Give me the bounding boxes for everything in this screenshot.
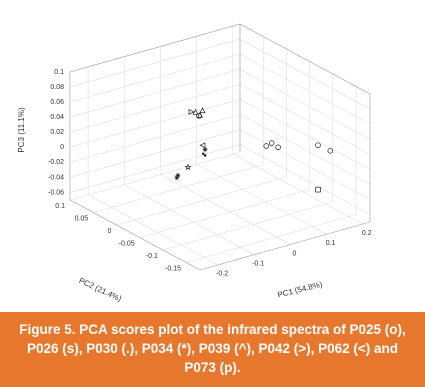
grid-line — [116, 176, 287, 226]
z-axis-label: PC3 (11.1%) — [17, 107, 26, 153]
chart: PC3 (11.1%) PC2 (21.4%) PC1 (54.8%) -0.0… — [17, 23, 372, 304]
data-point — [203, 154, 207, 157]
z-tick-label: -0.04 — [48, 174, 64, 181]
y-tick-label: -0.05 — [119, 240, 135, 247]
grid-line — [239, 38, 371, 110]
grid-line — [69, 129, 241, 178]
data-point — [184, 163, 192, 171]
grid-line — [69, 99, 241, 148]
axis-edge — [69, 23, 241, 73]
grid-line — [87, 194, 219, 266]
grid-line — [93, 164, 264, 213]
x-tick-label: -0.2 — [216, 271, 228, 278]
grid-line — [196, 163, 327, 235]
grid-line — [162, 201, 333, 251]
grid-line — [239, 114, 371, 185]
z-tick-label: 0.06 — [50, 99, 64, 106]
grid-line — [69, 151, 241, 201]
z-tick-label: -0.02 — [48, 159, 64, 166]
data-point — [188, 108, 195, 115]
grid-line — [239, 144, 371, 215]
x-axis-label: PC1 (54.8%) — [277, 280, 324, 300]
grid-line — [239, 68, 371, 140]
data-point — [315, 142, 321, 148]
data-point — [263, 143, 269, 149]
data-point — [201, 152, 205, 156]
z-tick-label: -0.06 — [48, 189, 64, 196]
y-tick-label: 0.1 — [55, 203, 65, 210]
y-tick-label: 0 — [108, 228, 112, 235]
axis-edge — [199, 221, 371, 271]
z-tick-label: 0.02 — [50, 129, 64, 136]
grid-line — [69, 83, 241, 133]
x-tick-label: 0.1 — [326, 240, 336, 247]
y-axis-label: PC2 (21.4%) — [78, 276, 124, 304]
figure-caption: Figure 5. PCA scores plot of the infrare… — [0, 312, 425, 387]
data-point — [174, 175, 180, 181]
grid-line — [239, 99, 371, 170]
data-point — [275, 144, 281, 150]
y-tick-label: 0.05 — [75, 215, 89, 222]
data-point — [268, 140, 275, 146]
grid-line — [69, 144, 241, 193]
data-point — [199, 107, 206, 114]
z-tick-label: 0.08 — [50, 84, 64, 91]
y-tick-label: -0.15 — [165, 265, 181, 272]
grid-line — [232, 153, 363, 225]
grid-line — [139, 189, 310, 238]
grid-line — [124, 184, 255, 255]
x-tick-label: 0 — [292, 250, 296, 257]
data-point — [315, 186, 321, 193]
z-tick-label: 0.04 — [50, 114, 64, 121]
axis-edge — [239, 23, 371, 95]
data-point — [197, 111, 203, 118]
axis-edge — [69, 199, 201, 271]
data-point — [327, 148, 334, 154]
data-point — [175, 172, 181, 178]
x-tick-label: 0.2 — [362, 230, 372, 237]
grid-line — [69, 38, 241, 88]
grid-line — [69, 68, 241, 118]
grid-line — [69, 114, 241, 163]
data-point — [202, 147, 208, 152]
grid-line — [160, 174, 291, 245]
x-tick-label: -0.1 — [252, 261, 264, 268]
data-point — [196, 113, 202, 119]
grid-line — [185, 214, 357, 263]
grid-line — [239, 83, 371, 155]
grid-line — [69, 53, 241, 103]
grid-line — [239, 129, 371, 200]
grid-line — [239, 53, 371, 125]
y-tick-label: -0.1 — [146, 253, 158, 260]
z-tick-label: 0 — [60, 144, 64, 151]
data-point — [199, 142, 206, 149]
z-tick-label: 0.1 — [54, 69, 64, 76]
